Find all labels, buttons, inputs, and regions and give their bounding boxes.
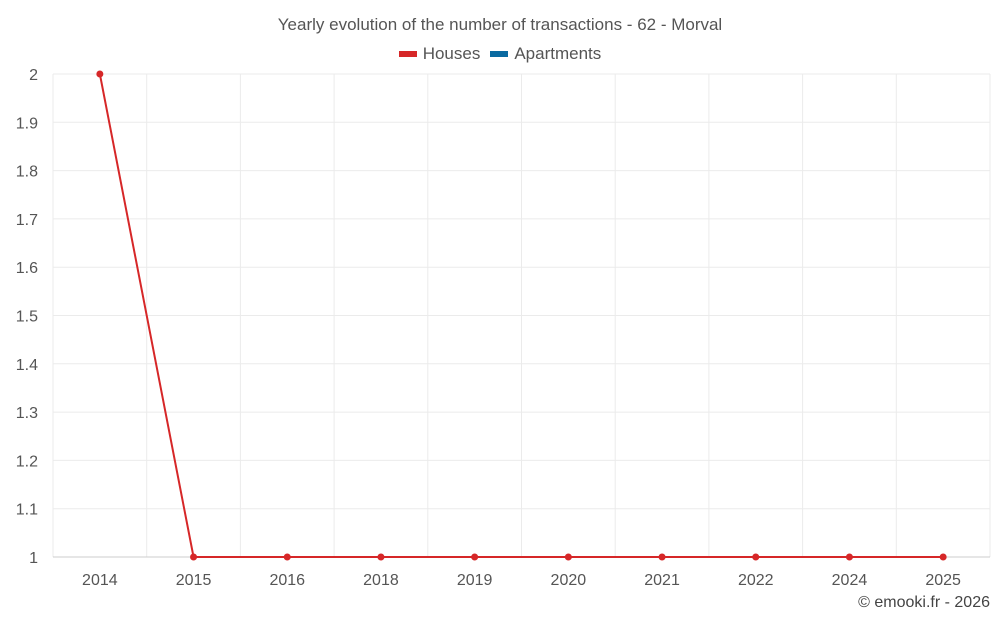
x-tick-label: 2025 — [925, 572, 961, 589]
data-point-houses — [471, 553, 479, 561]
y-tick-label: 1.8 — [16, 164, 38, 181]
data-point-houses — [939, 553, 947, 561]
legend-item-apartments[interactable]: Apartments — [490, 44, 601, 64]
legend-label-houses: Houses — [422, 44, 481, 63]
legend-item-houses[interactable]: Houses — [398, 44, 481, 64]
y-tick-label: 1.7 — [16, 212, 38, 229]
y-tick-label: 1.2 — [16, 453, 38, 470]
x-tick-label: 2015 — [176, 572, 212, 589]
chart-title: Yearly evolution of the number of transa… — [277, 15, 723, 34]
x-tick-label: 2019 — [457, 572, 493, 589]
x-tick-label: 2016 — [269, 572, 305, 589]
x-tick-label: 2020 — [551, 572, 587, 589]
legend: Houses Apartments — [0, 44, 1000, 64]
y-tick-label: 1.1 — [16, 502, 38, 519]
y-tick-label: 1 — [29, 550, 38, 567]
x-tick-label: 2024 — [832, 572, 868, 589]
data-point-houses — [752, 553, 760, 561]
y-tick-label: 1.3 — [16, 405, 38, 422]
x-tick-label: 2022 — [738, 572, 774, 589]
y-tick-label: 2 — [29, 67, 38, 84]
data-point-houses — [283, 553, 291, 561]
data-point-houses — [564, 553, 572, 561]
data-point-houses — [845, 553, 853, 561]
data-point-houses — [377, 553, 385, 561]
data-point-houses — [96, 70, 104, 78]
y-tick-label: 1.5 — [16, 309, 38, 326]
x-tick-label: 2018 — [363, 572, 399, 589]
legend-swatch-houses — [398, 51, 417, 57]
y-tick-label: 1.9 — [16, 115, 38, 132]
x-tick-label: 2014 — [82, 572, 118, 589]
y-tick-label: 1.6 — [16, 260, 38, 277]
y-tick-label: 1.4 — [16, 357, 38, 374]
series-line-houses — [98, 73, 944, 558]
data-point-houses — [658, 553, 666, 561]
legend-label-apartments: Apartments — [514, 44, 602, 63]
credit-text: © emooki.fr - 2026 — [858, 594, 990, 611]
legend-swatch-apartments — [490, 51, 509, 57]
data-point-houses — [190, 553, 198, 561]
x-tick-label: 2021 — [644, 572, 680, 589]
